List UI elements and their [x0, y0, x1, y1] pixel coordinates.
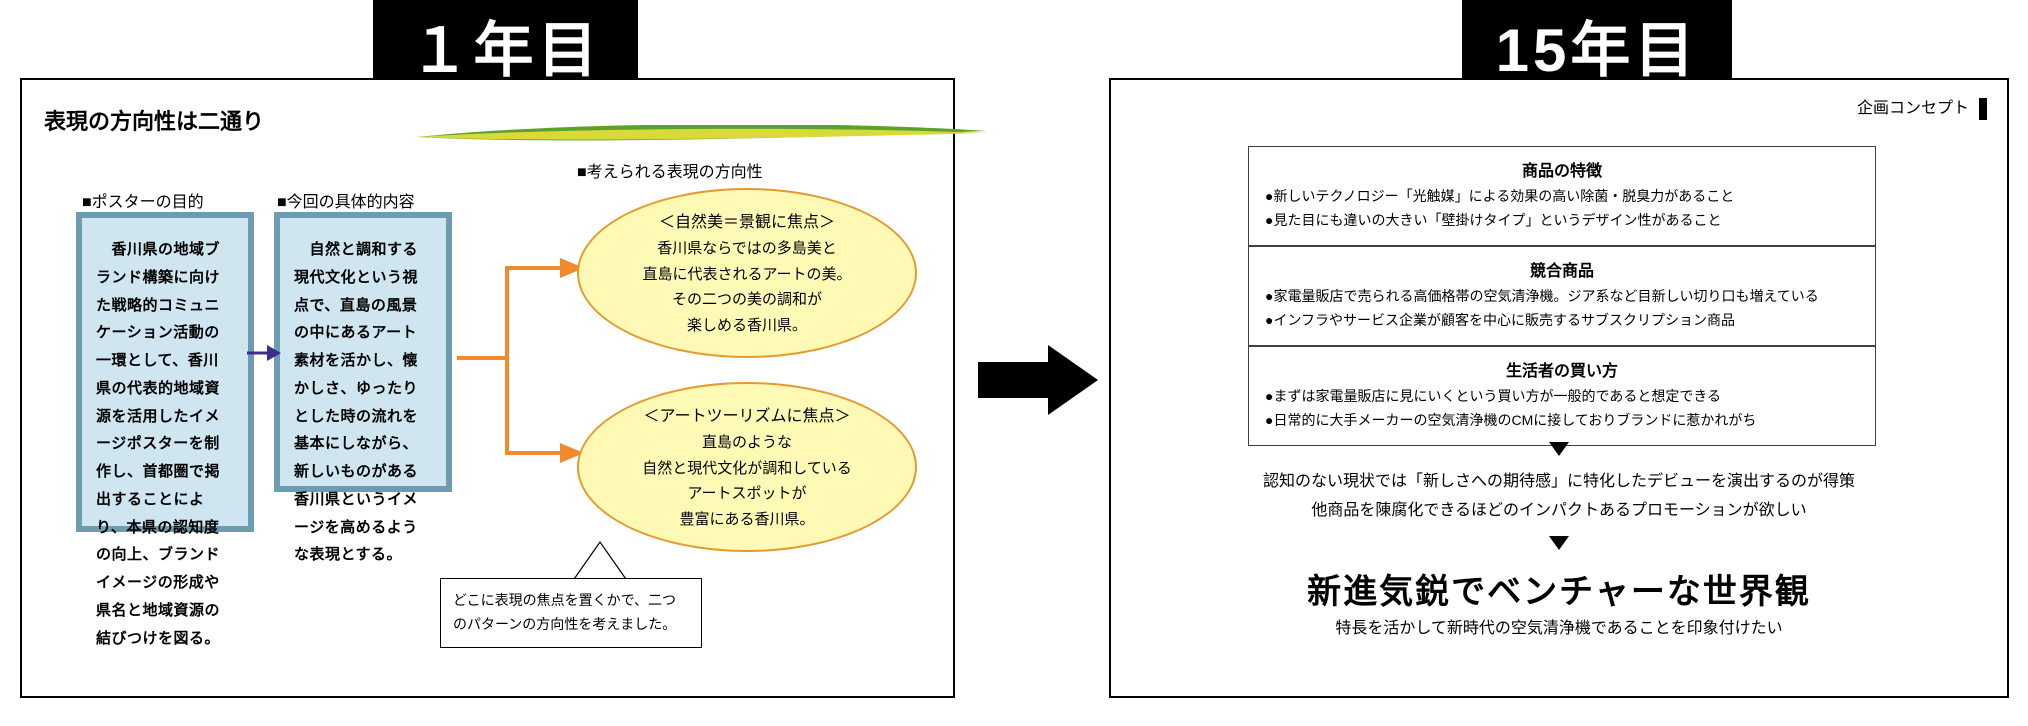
note-l1: どこに表現の焦点を置くかで、二つ	[453, 589, 689, 613]
info-consumers-b1: ●まずは家電量販店に見にいくという買い方が一般的であると想定できる	[1265, 385, 1859, 409]
info-competitors-b1: ●家電量販店で売られる高価格帯の空気清浄機。ジア系など目新しい切り口も増えている	[1265, 285, 1859, 309]
oval-nature-head: ＜自然美＝景観に焦点＞	[659, 208, 835, 232]
label-direction: ■考えられる表現の方向性	[577, 158, 763, 182]
oval-art: ＜アートツーリズムに焦点＞ 直島のような 自然と現代文化が調和している アートス…	[577, 382, 917, 552]
down-triangle-1	[1549, 442, 1569, 456]
year-tag-1: １年目	[373, 0, 638, 90]
info-consumers-b2: ●日常的に大手メーカーの空気清浄機のCMに接しておりブランドに惹かれがち	[1265, 409, 1859, 433]
stage: １年目 15年目 表現の方向性は二通り ■ポスターの目的 ■今回の具体的内容 ■…	[0, 0, 2028, 726]
oval-art-l1: 直島のような	[702, 430, 792, 456]
mid-text: 認知のない現状では「新しさへの期待感」に特化したデビューを演出するのが得策 他商…	[1111, 468, 2007, 526]
down-triangle-2	[1549, 536, 1569, 550]
swish-accent	[417, 125, 987, 143]
info-box-competitors: 競合商品 ●家電量販店で売られる高価格帯の空気清浄機。ジア系など目新しい切り口も…	[1248, 246, 1876, 346]
big-arrow-icon	[978, 340, 1098, 420]
year-tag-15: 15年目	[1462, 0, 1732, 90]
info-features-b2: ●見た目にも違いの大きい「壁掛けタイプ」というデザイン性があること	[1265, 209, 1859, 233]
oval-nature-l1: 香川県ならではの多島美と	[657, 236, 837, 262]
info-features-b1: ●新しいテクノロジー「光触媒」による効果の高い除菌・脱臭力があること	[1265, 185, 1859, 209]
box-purpose: 香川県の地域ブランド構築に向けた戦略的コミュニケーション活動の一環として、香川県…	[76, 212, 254, 532]
info-box-consumers: 生活者の買い方 ●まずは家電量販店に見にいくという買い方が一般的であると想定でき…	[1248, 346, 1876, 446]
branch-arrows	[452, 218, 592, 508]
oval-art-l3: アートスポットが	[687, 481, 806, 507]
oval-art-l4: 豊富にある香川県。	[679, 507, 814, 533]
arrow-purple	[247, 342, 281, 364]
info-competitors-b2: ●インフラやサービス企業が顧客を中心に販売するサブスクリプション商品	[1265, 309, 1859, 333]
box-detail: 自然と調和する現代文化という視点で、直島の風景の中にあるアート素材を活かし、懐か…	[274, 212, 452, 492]
info-consumers-title: 生活者の買い方	[1265, 357, 1859, 381]
oval-nature-l4: 楽しめる香川県。	[687, 313, 807, 339]
oval-art-head: ＜アートツーリズムに焦点＞	[643, 402, 850, 426]
panel-year15: 企画コンセプト 商品の特徴 ●新しいテクノロジー「光触媒」による効果の高い除菌・…	[1109, 78, 2009, 698]
label-detail: ■今回の具体的内容	[277, 188, 415, 212]
oval-art-l2: 自然と現代文化が調和している	[642, 456, 852, 482]
panel-year1: 表現の方向性は二通り ■ポスターの目的 ■今回の具体的内容 ■考えられる表現の方…	[20, 78, 955, 698]
plan-concept-label: 企画コンセプト	[1857, 98, 1987, 120]
left-panel-title: 表現の方向性は二通り	[44, 104, 264, 136]
note-box: どこに表現の焦点を置くかで、二つ のパターンの方向性を考えました。	[440, 578, 702, 648]
info-features-title: 商品の特徴	[1265, 157, 1859, 181]
info-box-features: 商品の特徴 ●新しいテクノロジー「光触媒」による効果の高い除菌・脱臭力があること…	[1248, 146, 1876, 246]
oval-nature-l3: その二つの美の調和が	[672, 287, 822, 313]
info-competitors-title: 競合商品	[1265, 257, 1859, 281]
label-purpose: ■ポスターの目的	[82, 188, 204, 212]
mid-l2: 他商品を陳腐化できるほどのインパクトあるプロモーションが欲しい	[1111, 497, 2007, 526]
conclusion-heading: 新進気鋭でベンチャーな世界観	[1111, 564, 2007, 613]
note-l2: のパターンの方向性を考えました。	[453, 613, 689, 637]
oval-nature: ＜自然美＝景観に焦点＞ 香川県ならではの多島美と 直島に代表されるアートの美。 …	[577, 188, 917, 358]
oval-nature-l2: 直島に代表されるアートの美。	[642, 262, 851, 288]
conclusion-sub: 特長を活かして新時代の空気清浄機であることを印象付けたい	[1111, 614, 2007, 638]
mid-l1: 認知のない現状では「新しさへの期待感」に特化したデビューを演出するのが得策	[1111, 468, 2007, 497]
